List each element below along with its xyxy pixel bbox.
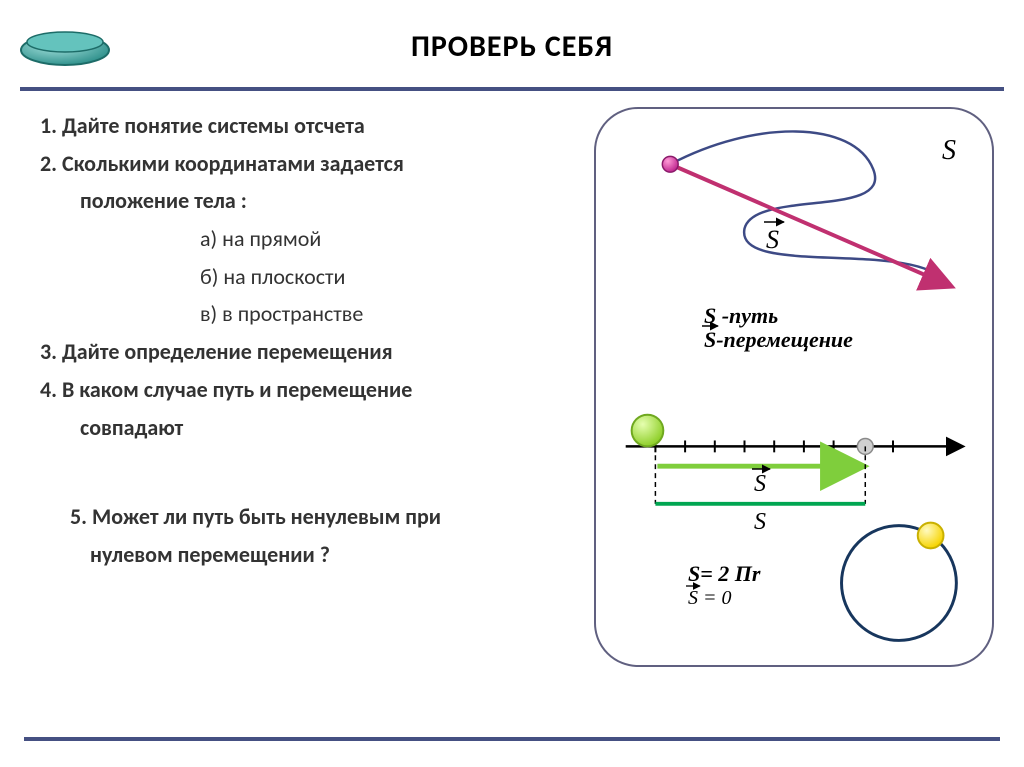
- diagram-panel: S S S -путь S-перемещение: [594, 107, 994, 667]
- formula-disp: S = 0: [688, 587, 732, 610]
- q4-cont: совпадают: [80, 413, 560, 443]
- content-area: 1. Дайте понятие системы отсчета 2. Скол…: [0, 91, 1024, 578]
- q5: 5. Может ли путь быть ненулевым при: [70, 502, 560, 532]
- yellow-ball: [918, 523, 944, 549]
- q4: 4. В каком случае путь и перемещение: [40, 375, 560, 405]
- label-axis-Svec: S: [754, 471, 766, 498]
- diagram-column: S S S -путь S-перемещение: [580, 111, 1004, 578]
- q5-cont: нулевом перемещении ?: [90, 540, 560, 570]
- q2-opt-c: в) в пространстве: [200, 299, 560, 329]
- diagram-svg: [596, 109, 992, 665]
- q2-opt-b: б) на плоскости: [200, 262, 560, 292]
- q2-cont: положение тела :: [80, 186, 560, 216]
- decor-ellipse: [18, 24, 112, 68]
- q2: 2. Сколькими координатами задается: [40, 149, 560, 179]
- bottom-rule: [24, 737, 1000, 741]
- label-Svec-top: S: [766, 225, 779, 255]
- legend-disp: S-перемещение: [704, 327, 853, 353]
- green-ball: [632, 415, 664, 447]
- page-title: ПРОВЕРЬ СЕБЯ: [0, 0, 1024, 65]
- questions-column: 1. Дайте понятие системы отсчета 2. Скол…: [40, 111, 580, 578]
- label-axis-S: S: [754, 509, 766, 536]
- curved-path: [670, 131, 947, 283]
- displacement-arrow: [670, 164, 950, 286]
- start-point: [662, 156, 678, 172]
- label-S-path-top: S: [942, 135, 956, 167]
- q3: 3. Дайте определение перемещения: [40, 337, 560, 367]
- q1: 1. Дайте понятие системы отсчета: [40, 111, 560, 141]
- q2-opt-a: а) на прямой: [200, 224, 560, 254]
